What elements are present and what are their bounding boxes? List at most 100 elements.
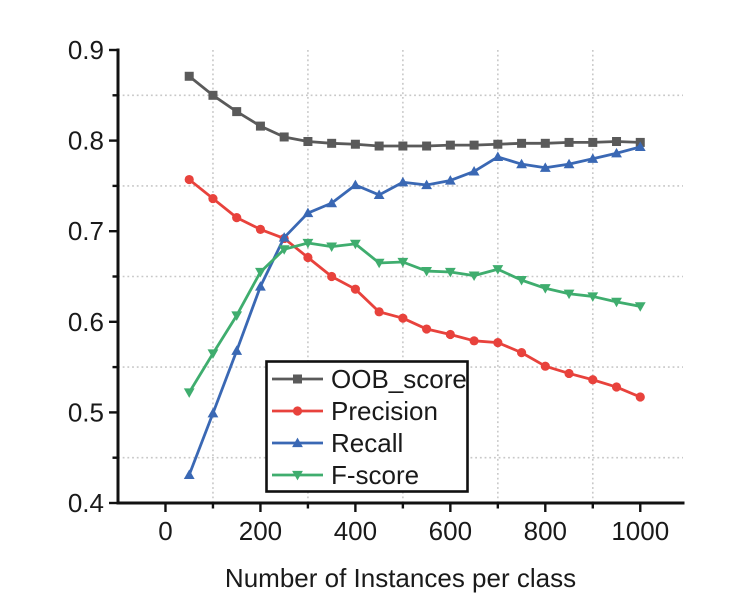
data-point-marker bbox=[611, 297, 622, 308]
data-point-marker bbox=[493, 338, 503, 348]
x-axis-title: Number of Instances per class bbox=[225, 563, 576, 593]
data-point-marker bbox=[278, 245, 290, 255]
y-tick-label: 0.7 bbox=[68, 216, 104, 246]
data-point-marker bbox=[397, 176, 409, 187]
data-point-marker bbox=[327, 138, 337, 148]
data-point-marker bbox=[302, 207, 314, 218]
data-point-marker bbox=[563, 158, 575, 169]
data-point-marker bbox=[232, 107, 242, 117]
data-point-marker bbox=[588, 137, 598, 147]
data-point-marker bbox=[587, 292, 599, 302]
legend-label: Precision bbox=[331, 396, 438, 426]
legend-item-OOB_score: OOB_score bbox=[272, 364, 467, 394]
legend-label: OOB_score bbox=[331, 364, 467, 394]
data-point-marker bbox=[492, 265, 504, 275]
y-tick-label: 0.9 bbox=[68, 35, 104, 65]
data-point-marker bbox=[588, 375, 598, 385]
data-point-marker bbox=[398, 313, 408, 323]
data-point-marker bbox=[517, 138, 527, 148]
data-point-marker bbox=[492, 151, 504, 162]
data-point-marker bbox=[612, 137, 622, 147]
ticks bbox=[109, 48, 642, 512]
data-point-marker bbox=[255, 267, 266, 278]
data-point-marker bbox=[539, 162, 551, 172]
data-point-marker bbox=[635, 392, 645, 402]
data-point-marker bbox=[564, 368, 574, 379]
data-point-marker bbox=[468, 166, 480, 176]
data-point-marker bbox=[302, 238, 314, 249]
data-point-marker bbox=[350, 284, 360, 294]
data-point-marker bbox=[540, 138, 550, 148]
gridlines bbox=[118, 50, 683, 503]
data-point-marker bbox=[293, 374, 302, 384]
data-point-marker bbox=[373, 258, 385, 269]
series-line bbox=[188, 75, 641, 148]
data-point-marker bbox=[208, 193, 218, 204]
series-line bbox=[187, 145, 641, 476]
y-tick-label: 0.4 bbox=[68, 488, 104, 518]
data-point-marker bbox=[208, 90, 218, 100]
data-point-marker bbox=[398, 141, 408, 151]
data-point-marker bbox=[184, 71, 194, 81]
data-point-marker bbox=[397, 257, 409, 268]
legend-item-F-score: F-score bbox=[272, 460, 419, 490]
data-point-marker bbox=[292, 406, 303, 416]
data-point-marker bbox=[445, 329, 455, 340]
x-tick-label: 1000 bbox=[611, 516, 669, 546]
legend-label: F-score bbox=[331, 460, 419, 490]
y-tick-label: 0.5 bbox=[68, 397, 104, 427]
data-point-marker bbox=[444, 267, 456, 278]
data-point-marker bbox=[422, 141, 432, 151]
data-point-marker bbox=[303, 252, 313, 263]
x-tick-label: 0 bbox=[158, 516, 172, 546]
data-point-marker bbox=[469, 140, 479, 150]
data-point-marker bbox=[184, 174, 194, 185]
data-point-marker bbox=[421, 179, 433, 190]
data-point-marker bbox=[516, 276, 527, 286]
x-tick-label: 600 bbox=[429, 516, 472, 546]
data-point-marker bbox=[255, 281, 266, 291]
data-point-marker bbox=[444, 175, 456, 185]
data-point-marker bbox=[349, 179, 361, 190]
legend-item-Recall: Recall bbox=[272, 428, 403, 458]
data-point-marker bbox=[493, 139, 503, 149]
data-point-marker bbox=[207, 407, 219, 418]
x-tick-label: 400 bbox=[334, 516, 377, 546]
data-point-marker bbox=[373, 189, 385, 200]
data-point-marker bbox=[374, 141, 384, 151]
data-point-marker bbox=[516, 348, 527, 358]
data-point-marker bbox=[539, 284, 551, 294]
x-tick-label: 200 bbox=[239, 516, 282, 546]
data-point-marker bbox=[255, 224, 266, 234]
data-point-marker bbox=[634, 302, 646, 312]
data-point-marker bbox=[350, 139, 360, 149]
data-point-marker bbox=[207, 349, 219, 359]
data-point-marker bbox=[611, 382, 622, 392]
data-point-marker bbox=[516, 158, 527, 169]
data-point-marker bbox=[374, 307, 384, 317]
series-Precision bbox=[184, 174, 645, 402]
data-point-marker bbox=[445, 140, 455, 150]
data-point-marker bbox=[292, 470, 303, 481]
data-point-marker bbox=[540, 361, 550, 371]
series-Recall bbox=[183, 141, 646, 480]
data-point-marker bbox=[349, 239, 361, 250]
data-point-marker bbox=[422, 324, 432, 334]
data-point-marker bbox=[469, 336, 479, 346]
data-point-marker bbox=[183, 388, 195, 398]
data-point-marker bbox=[564, 137, 574, 147]
data-point-marker bbox=[611, 147, 622, 158]
data-point-marker bbox=[563, 289, 575, 300]
data-point-marker bbox=[587, 153, 599, 163]
data-point-marker bbox=[231, 311, 243, 321]
data-point-marker bbox=[232, 213, 242, 223]
data-point-marker bbox=[278, 232, 290, 242]
legend-item-Precision: Precision bbox=[272, 396, 438, 426]
data-point-marker bbox=[231, 345, 243, 355]
data-point-marker bbox=[255, 121, 265, 131]
y-tick-label: 0.6 bbox=[68, 307, 104, 337]
data-point-marker bbox=[634, 141, 646, 152]
